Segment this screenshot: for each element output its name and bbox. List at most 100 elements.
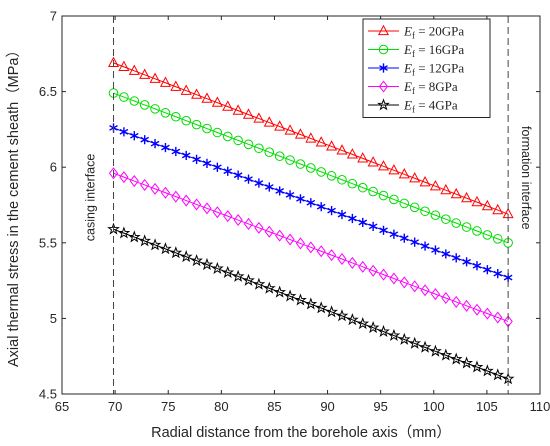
data-point — [161, 142, 170, 153]
data-point — [431, 245, 440, 255]
data-point — [377, 160, 390, 171]
data-point — [387, 328, 401, 341]
x-tick-label: 65 — [55, 399, 69, 414]
legend-marker — [379, 63, 388, 73]
data-point — [472, 303, 482, 316]
legend-item: Ef = 4GPa — [368, 98, 458, 115]
data-point — [450, 187, 462, 199]
data-point — [482, 307, 492, 320]
legend-label: Ef = 20GPa — [403, 24, 464, 41]
data-point — [379, 225, 388, 235]
data-point — [429, 344, 442, 357]
data-point — [472, 261, 482, 271]
data-point — [368, 264, 378, 277]
data-point — [294, 293, 307, 306]
data-point — [316, 167, 327, 177]
data-point — [441, 292, 451, 305]
data-point — [409, 202, 420, 213]
x-tick-label: 110 — [530, 399, 550, 414]
data-point — [150, 139, 160, 149]
data-point — [294, 128, 306, 139]
data-point — [368, 186, 378, 197]
data-point — [295, 237, 306, 250]
data-point — [399, 198, 410, 209]
data-point — [149, 72, 161, 83]
data-point — [316, 245, 326, 258]
data-point — [212, 206, 222, 219]
data-point — [233, 214, 243, 227]
data-point — [201, 92, 213, 103]
data-point — [119, 171, 129, 184]
data-point — [119, 92, 129, 102]
data-point — [491, 368, 505, 381]
data-point — [129, 175, 139, 188]
data-point — [275, 229, 285, 242]
data-point — [389, 229, 399, 239]
data-point — [337, 253, 347, 266]
data-point — [108, 167, 119, 180]
data-point — [460, 356, 473, 369]
data-point — [140, 178, 150, 191]
data-point — [326, 171, 337, 181]
data-point — [210, 261, 224, 275]
data-point — [348, 213, 357, 224]
y-tick-label: 5.5 — [39, 235, 57, 250]
data-point — [337, 209, 347, 220]
data-point — [472, 226, 482, 236]
data-point — [326, 249, 337, 262]
data-point — [223, 166, 233, 176]
data-point — [305, 132, 317, 143]
data-point — [231, 269, 245, 282]
data-point — [170, 80, 182, 91]
data-point — [327, 206, 336, 216]
data-point — [242, 108, 255, 119]
data-point — [160, 186, 171, 199]
series-0 — [107, 56, 514, 219]
data-point — [419, 175, 431, 187]
data-point — [148, 238, 162, 251]
data-point — [252, 277, 266, 290]
data-point — [439, 348, 453, 361]
data-point — [492, 234, 503, 244]
data-point — [160, 108, 171, 118]
y-tick-label: 6.5 — [39, 84, 57, 99]
data-point — [242, 273, 255, 286]
data-point — [420, 206, 430, 217]
legend-label: Ef = 8GPa — [403, 79, 458, 96]
data-point — [254, 221, 264, 234]
ticks-layer: 65 70 75 80 85 90 95 100 105 110 4.5 5 5.5 6 6.5 7 — [39, 9, 550, 415]
data-point — [275, 186, 285, 196]
data-point — [368, 221, 378, 231]
data-point — [128, 64, 140, 75]
data-point — [367, 156, 379, 167]
data-point — [190, 254, 203, 267]
data-point — [461, 222, 472, 232]
data-point — [306, 163, 316, 173]
data-point — [221, 265, 235, 278]
y-axis-label: Axial thermal stress in the cement sheat… — [5, 43, 22, 367]
data-point — [222, 131, 233, 142]
data-point — [397, 332, 411, 345]
data-point — [171, 146, 181, 157]
data-point — [254, 143, 264, 154]
data-point — [191, 198, 202, 211]
data-point — [191, 119, 202, 130]
data-point — [492, 203, 504, 215]
x-tick-label: 85 — [267, 399, 281, 414]
series-1 — [108, 88, 513, 248]
data-point — [378, 268, 389, 281]
data-point — [399, 276, 409, 289]
data-point — [410, 237, 420, 247]
data-point — [326, 140, 338, 151]
data-point — [285, 155, 295, 165]
data-point — [462, 257, 471, 267]
y-tick-label: 5 — [50, 311, 57, 326]
data-point — [211, 96, 223, 107]
data-point — [264, 225, 274, 238]
data-point — [493, 269, 503, 279]
data-point — [243, 217, 254, 230]
series-3 — [108, 167, 513, 328]
x-tick-label: 70 — [108, 399, 122, 414]
data-point — [430, 210, 441, 221]
